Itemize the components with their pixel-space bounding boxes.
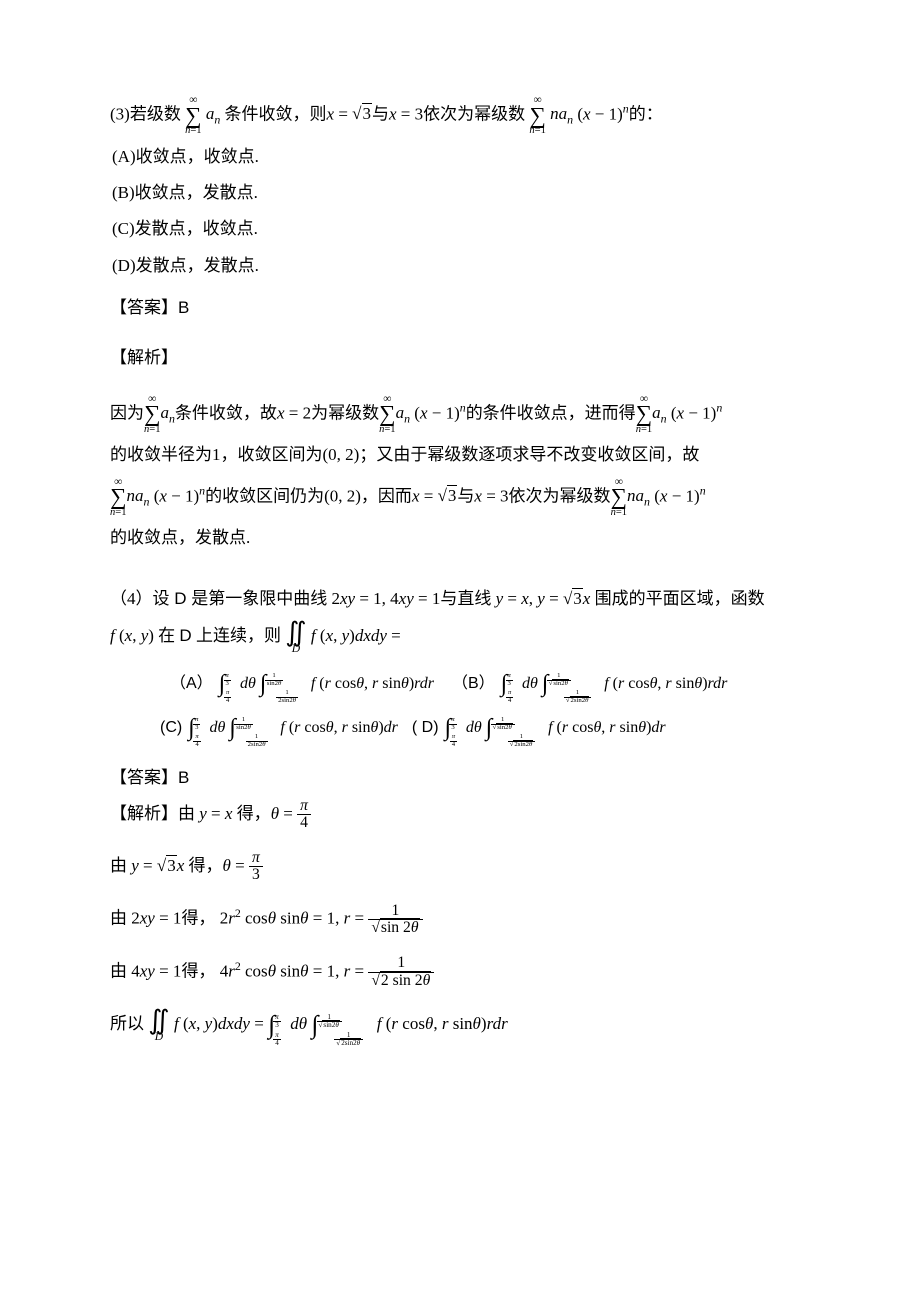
q3-mid1: 条件收敛，则 [225,104,327,123]
q3-option-B: (B)收敛点，发散点. [112,177,810,209]
sum-symbol-2: ∞∑n=1 [529,94,545,137]
q4-options-row1: （A） ∫π3π4dθ ∫1sin2θ12sin2θ f (r cosθ, r … [170,669,810,699]
q3-answer: 【答案】B [110,292,810,324]
q3-option-A: (A)收敛点，收敛点. [112,141,810,173]
sum-body-2: nan [550,104,573,123]
q4-option-C: (C) ∫π3π4dθ ∫1sin2θ12sin2θ f (r cosθ, r … [160,713,398,743]
q4-answer: 【答案】B [110,762,810,794]
sum-symbol: ∞∑n=1 [185,94,201,137]
q4-option-D: ( D) ∫π3π4dθ ∫1sin2θ12sin2θ f (r cosθ, r… [412,713,666,743]
q4-analysis-2: 由 y = 3x 得，θ = π3 [110,850,810,884]
q3-stem: (3)若级数 ∞∑n=1 an 条件收敛，则x = 3与x = 3依次为幂级数 … [110,94,810,137]
q3-analysis-label: 【解析】 [110,342,810,374]
q4-analysis-1: 【解析】由 y = x 得，θ = π4 [110,798,810,832]
sum-body: an [206,104,220,123]
q3-option-D: (D)发散点，发散点. [112,250,810,282]
q3-suffix: 的： [629,104,663,123]
q3-prefix: (3)若级数 [110,104,181,123]
q3-analysis-4: 的收敛点，发散点. [110,522,810,554]
q4-analysis-5: 所以 ∬D f (x, y)dxdy = ∫π3π4dθ ∫1sin2θ12si… [110,1007,810,1043]
q4-analysis-3: 由 2xy = 1得， 2r2 cosθ sinθ = 1, r = 1sin … [110,902,810,937]
q3-analysis-1: 因为∞∑n=1an条件收敛，故x = 2为幂级数∞∑n=1an (x − 1)n… [110,393,810,436]
q3-mid2: 依次为幂级数 [423,104,525,123]
q3-analysis-2: 的收敛半径为1，收敛区间为(0, 2)；又由于幂级数逐项求导不改变收敛区间，故 [110,439,810,471]
q4-option-A: （A） ∫π3π4dθ ∫1sin2θ12sin2θ f (r cosθ, r … [170,669,434,699]
q4-stem-1: （4）设 D 是第一象限中曲线 2xy = 1, 4xy = 1与直线 y = … [110,583,810,615]
q4-option-B: （B） ∫π3π4dθ ∫1sin2θ12sin2θ f (r cosθ, r … [452,669,727,699]
q4-stem-2: f (x, y) 在 D 上连续，则 ∬D f (x, y)dxdy = [110,619,810,655]
q3-analysis-3: ∞∑n=1nan (x − 1)n的收敛区间仍为(0, 2)，因而x = 3与x… [110,476,810,519]
q4-analysis-4: 由 4xy = 1得， 4r2 cosθ sinθ = 1, r = 12 si… [110,955,810,990]
q4-options-row2: (C) ∫π3π4dθ ∫1sin2θ12sin2θ f (r cosθ, r … [160,713,810,743]
q3-option-C: (C)发散点，收敛点. [112,213,810,245]
